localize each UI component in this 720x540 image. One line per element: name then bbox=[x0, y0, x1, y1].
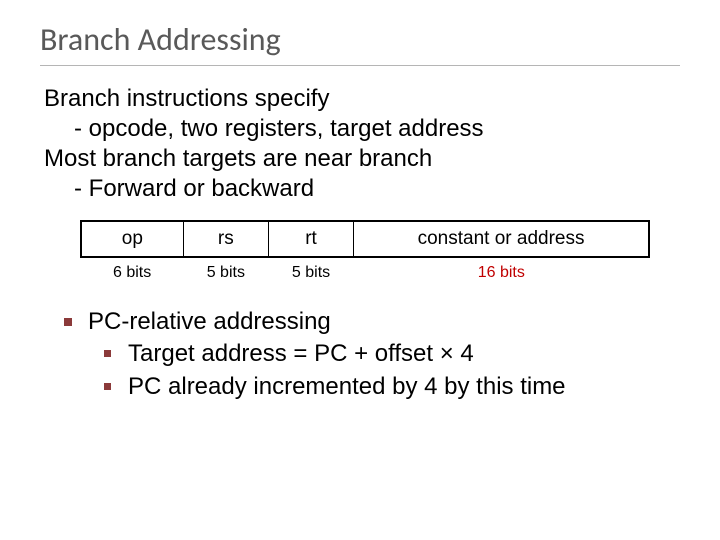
bits-op: 6 bits bbox=[81, 257, 183, 284]
field-op: op bbox=[81, 221, 183, 257]
bullet-pc-incremented: PC already incremented by 4 by this time bbox=[60, 371, 680, 403]
bullet-text: PC-relative addressing bbox=[88, 308, 331, 335]
instruction-format-table: op rs rt constant or address 6 bits 5 bi… bbox=[80, 220, 650, 284]
square-bullet-icon bbox=[104, 383, 111, 390]
intro-block: Branch instructions specify - opcode, tw… bbox=[44, 84, 680, 204]
field-rt: rt bbox=[268, 221, 353, 257]
bits-const: 16 bits bbox=[354, 257, 649, 284]
intro-line-3: Most branch targets are near branch bbox=[44, 144, 680, 174]
square-bullet-icon bbox=[64, 318, 72, 326]
field-const: constant or address bbox=[354, 221, 649, 257]
field-rs: rs bbox=[183, 221, 268, 257]
bits-rt: 5 bits bbox=[268, 257, 353, 284]
square-bullet-icon bbox=[104, 350, 111, 357]
intro-line-4: - Forward or backward bbox=[44, 174, 680, 204]
bullet-pc-relative: PC-relative addressing bbox=[60, 306, 680, 338]
bullet-target-address: Target address = PC + offset × 4 bbox=[60, 338, 680, 370]
pc-relative-block: PC-relative addressing Target address = … bbox=[60, 306, 680, 403]
intro-line-1: Branch instructions specify bbox=[44, 84, 680, 114]
page-title: Branch Addressing bbox=[40, 20, 680, 66]
bits-rs: 5 bits bbox=[183, 257, 268, 284]
bullet-text: Target address = PC + offset × 4 bbox=[128, 340, 474, 367]
bullet-text: PC already incremented by 4 by this time bbox=[128, 373, 566, 400]
intro-line-2: - opcode, two registers, target address bbox=[44, 114, 680, 144]
